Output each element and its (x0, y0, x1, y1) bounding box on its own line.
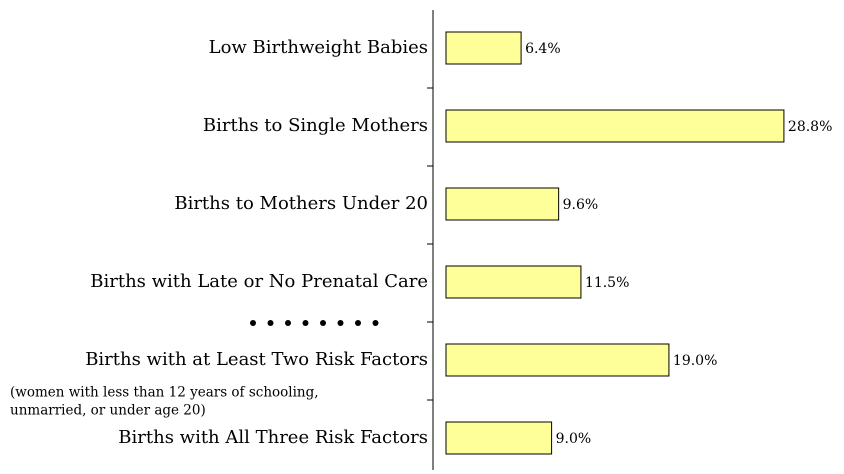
value-label: 19.0% (673, 353, 717, 369)
value-label: 6.4% (525, 41, 561, 57)
bar (445, 109, 785, 143)
dot (285, 320, 291, 326)
bar (445, 421, 553, 455)
bar (445, 31, 522, 65)
dot (337, 320, 344, 326)
dot (250, 320, 256, 326)
category-label: Births with All Three Risk Factors (118, 427, 428, 448)
value-label: 11.5% (585, 275, 629, 291)
value-label: 9.0% (556, 431, 592, 447)
bar (445, 343, 670, 377)
dot (267, 320, 274, 326)
separator-dots (250, 320, 379, 326)
category-label: Births with at Least Two Risk Factors (85, 349, 428, 370)
value-label: 28.8% (788, 119, 832, 135)
category-label: Births to Mothers Under 20 (174, 193, 428, 214)
category-label: Births with Late or No Prenatal Care (90, 271, 428, 292)
bar (445, 265, 582, 299)
dot (320, 320, 326, 326)
category-label: Births to Single Mothers (203, 115, 428, 136)
annotation: (women with less than 12 years of school… (10, 385, 319, 401)
bar (445, 187, 560, 221)
annotation: unmarried, or under age 20) (10, 403, 206, 419)
value-label: 9.6% (563, 197, 599, 213)
dot (355, 320, 361, 326)
dot (372, 320, 379, 326)
dot (302, 320, 309, 326)
category-label: Low Birthweight Babies (209, 37, 428, 58)
